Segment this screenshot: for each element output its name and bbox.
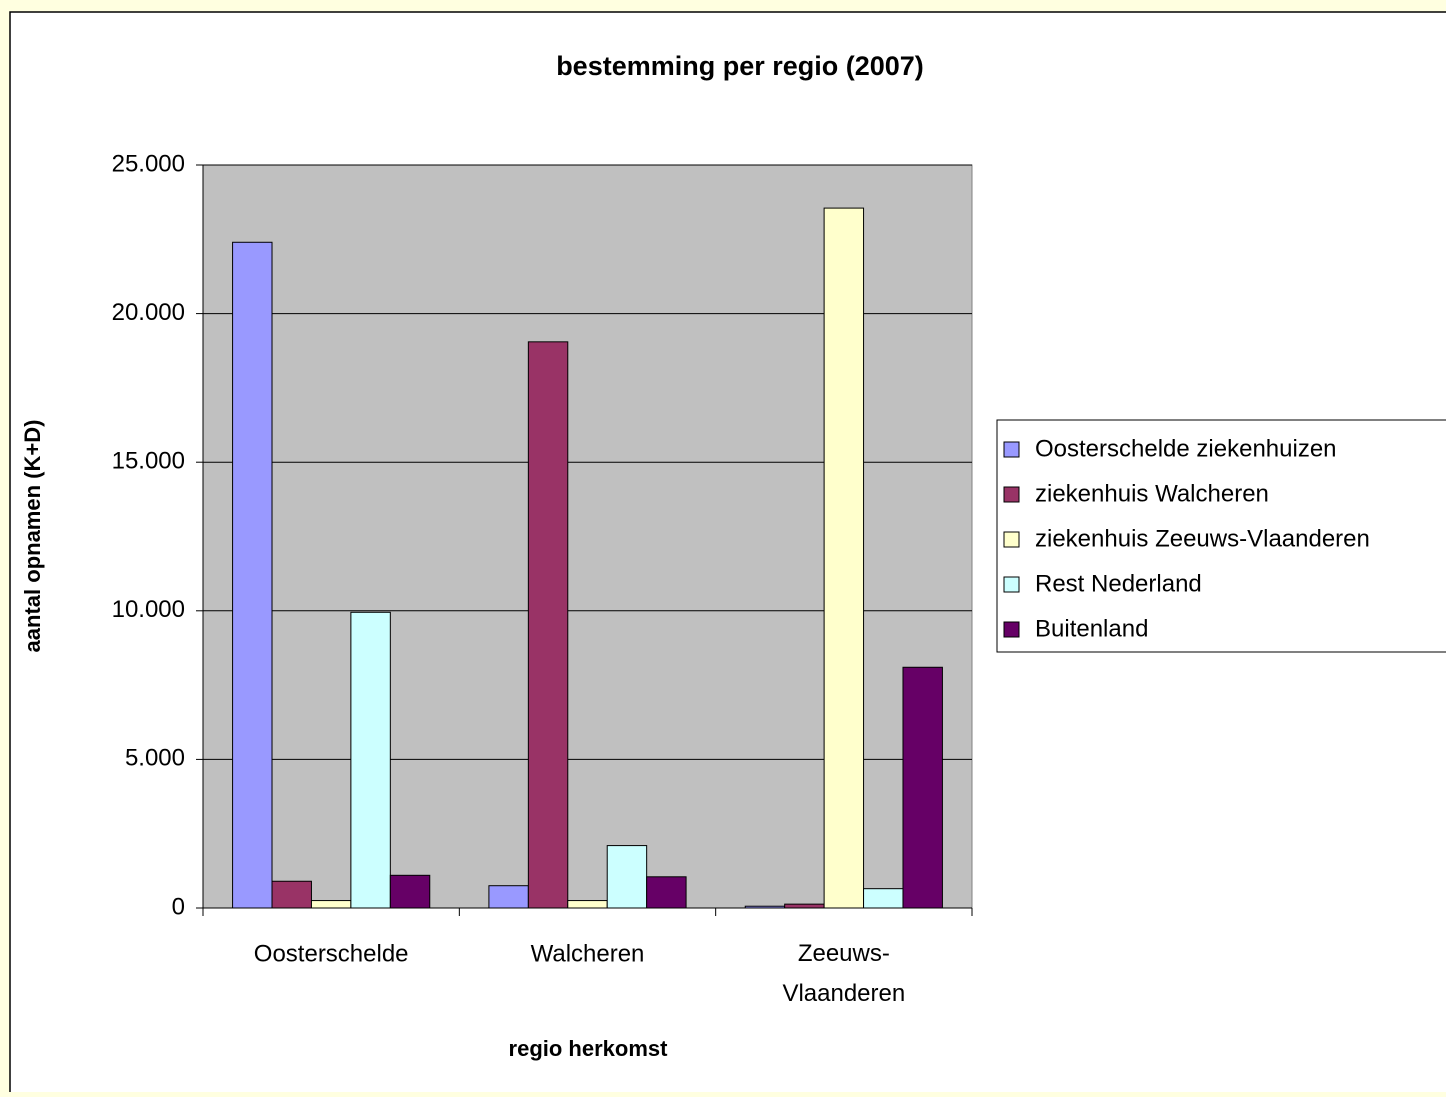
bar bbox=[567, 900, 608, 909]
legend-label: Oosterschelde ziekenhuizen bbox=[1035, 435, 1337, 462]
bar bbox=[310, 900, 352, 909]
y-tick-label: 0 bbox=[172, 893, 185, 920]
y-tick-label: 25.000 bbox=[112, 150, 185, 177]
bar bbox=[863, 888, 904, 909]
legend-label: ziekenhuis Zeeuws-Vlaanderen bbox=[1035, 525, 1370, 552]
legend-swatch bbox=[1003, 576, 1020, 593]
bar bbox=[823, 207, 865, 909]
y-tick-label: 20.000 bbox=[112, 299, 185, 326]
bar bbox=[784, 903, 825, 909]
y-axis-label: aantal opnamen (K+D) bbox=[20, 420, 45, 653]
bar bbox=[527, 341, 569, 909]
y-tick-label: 15.000 bbox=[112, 448, 185, 475]
bar bbox=[389, 874, 431, 909]
x-tick-label: Oosterschelde bbox=[254, 940, 409, 967]
legend-label: Buitenland bbox=[1035, 615, 1148, 642]
x-tick-label: Zeeuws-Vlaanderen bbox=[782, 940, 905, 1007]
legend-swatch bbox=[1003, 486, 1020, 503]
bar bbox=[606, 845, 648, 909]
x-tick-label: Walcheren bbox=[531, 940, 645, 967]
legend-swatch bbox=[1003, 621, 1020, 638]
x-axis-label: regio herkomst bbox=[509, 1036, 669, 1061]
bar bbox=[488, 885, 529, 909]
chart-title: bestemming per regio (2007) bbox=[556, 51, 924, 81]
legend-swatch bbox=[1003, 531, 1020, 548]
legend-label: ziekenhuis Walcheren bbox=[1035, 480, 1269, 507]
bar bbox=[646, 876, 687, 909]
bar bbox=[271, 880, 312, 909]
bar bbox=[744, 905, 786, 909]
legend-label: Rest Nederland bbox=[1035, 570, 1202, 597]
legend-swatch bbox=[1003, 441, 1020, 458]
y-tick-label: 5.000 bbox=[125, 745, 185, 772]
y-tick-label: 10.000 bbox=[112, 596, 185, 623]
bar bbox=[350, 611, 391, 909]
bar bbox=[902, 666, 943, 909]
legend-box bbox=[996, 419, 1446, 653]
bar bbox=[232, 241, 273, 909]
